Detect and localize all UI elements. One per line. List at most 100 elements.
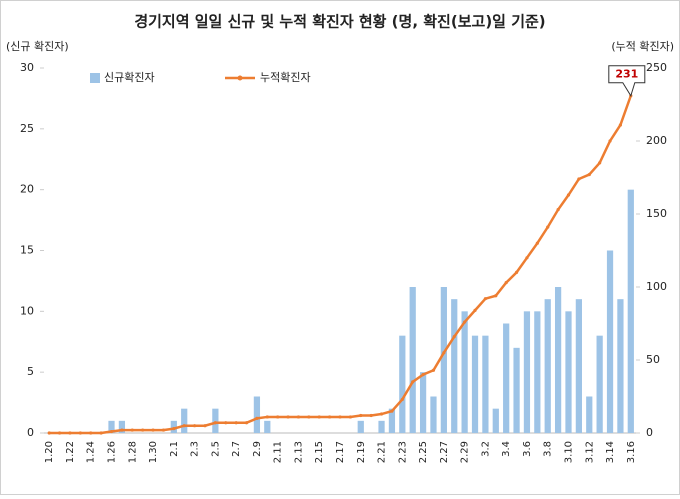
y2-tick-label: 250 (646, 61, 667, 74)
line-point (141, 428, 145, 432)
line-point (379, 412, 384, 416)
bar (565, 311, 572, 433)
legend-swatch (237, 75, 243, 81)
line-point (328, 415, 332, 419)
line-point (494, 294, 498, 298)
line-point (400, 397, 404, 402)
line-point (483, 297, 488, 301)
y2-tick-label: 150 (646, 207, 667, 220)
line-point (244, 421, 249, 425)
line-point (514, 270, 519, 274)
legend-swatch (90, 73, 100, 83)
x-tick-label: 1.26 (107, 441, 118, 463)
legend-label: 신규확진자 (104, 71, 155, 84)
line-point (577, 177, 581, 181)
bar (118, 420, 126, 433)
line-point (234, 421, 238, 425)
x-tick-label: 2.27 (439, 441, 450, 463)
y-tick-label: 20 (20, 183, 34, 196)
bar (212, 408, 219, 433)
line-point (203, 424, 207, 428)
line-point (359, 413, 363, 418)
line-point (151, 428, 155, 432)
y2-tick-label: 50 (646, 353, 660, 366)
bar (575, 299, 582, 433)
bar (264, 420, 271, 433)
bar (108, 420, 115, 433)
line-point (130, 428, 134, 432)
bar (378, 420, 385, 433)
line-point (452, 335, 456, 339)
x-tick-label: 3.16 (626, 441, 637, 463)
x-tick-label: 2.17 (335, 441, 346, 463)
line-point (421, 373, 425, 377)
y-tick-label: 25 (20, 122, 34, 135)
line-point (120, 428, 124, 432)
y2-tick-label: 0 (646, 426, 653, 439)
line-point (442, 351, 446, 355)
bar (419, 372, 427, 433)
line-point (525, 256, 529, 260)
line-point (546, 225, 550, 229)
line-point (99, 431, 103, 435)
bar (617, 299, 624, 433)
line-point (390, 409, 394, 413)
y-tick-label: 30 (20, 61, 34, 74)
line-point (535, 241, 539, 245)
bar (409, 287, 416, 433)
line-point (286, 415, 290, 419)
bar (554, 287, 562, 433)
line-point (47, 431, 51, 435)
line-point (224, 421, 228, 425)
callout-label: 231 (615, 68, 638, 81)
y2-tick-label: 100 (646, 280, 667, 293)
x-tick-label: 2.21 (377, 441, 388, 463)
x-tick-label: 1.30 (148, 441, 159, 463)
bar (181, 408, 188, 433)
line-point (161, 428, 166, 432)
line-point (556, 208, 560, 212)
line-point (78, 431, 82, 435)
y-tick-label: 5 (27, 365, 34, 378)
line-point (109, 429, 114, 434)
chart-title: 경기지역 일일 신규 및 누적 확진자 현황 (명, 확진(보고)일 기준) (134, 13, 545, 31)
bar (627, 189, 634, 433)
line-point (338, 415, 342, 419)
bar (596, 335, 603, 433)
line-point (192, 424, 197, 428)
line-point (68, 431, 72, 435)
bar (503, 323, 510, 433)
y2-tick-label: 200 (646, 134, 667, 147)
bar (253, 396, 261, 433)
x-tick-label: 2.19 (356, 441, 367, 463)
bar (606, 250, 614, 433)
line-point (89, 431, 93, 435)
bar (451, 299, 458, 433)
bar (523, 311, 531, 433)
bar (544, 299, 551, 433)
x-tick-label: 2.9 (252, 441, 263, 457)
bar (482, 335, 489, 433)
y-tick-label: 10 (20, 304, 34, 317)
line-point (213, 421, 217, 425)
line-point (369, 413, 373, 418)
line-point (504, 281, 508, 285)
line-point (265, 415, 269, 419)
x-tick-label: 2.7 (231, 441, 242, 457)
line-point (473, 308, 477, 312)
bar (534, 311, 541, 433)
line-point (255, 416, 259, 420)
line-point (463, 320, 467, 324)
line-point (598, 161, 602, 165)
x-tick-label: 3.6 (522, 441, 533, 457)
bar (399, 335, 406, 433)
line-point (608, 139, 612, 143)
x-tick-label: 2.1 (169, 441, 180, 457)
x-tick-label: 2.5 (210, 441, 221, 457)
line-point (566, 193, 571, 197)
x-tick-label: 2.11 (273, 441, 284, 463)
y-tick-label: 15 (20, 244, 34, 257)
x-tick-label: 3.2 (480, 441, 491, 457)
bar (430, 396, 437, 433)
